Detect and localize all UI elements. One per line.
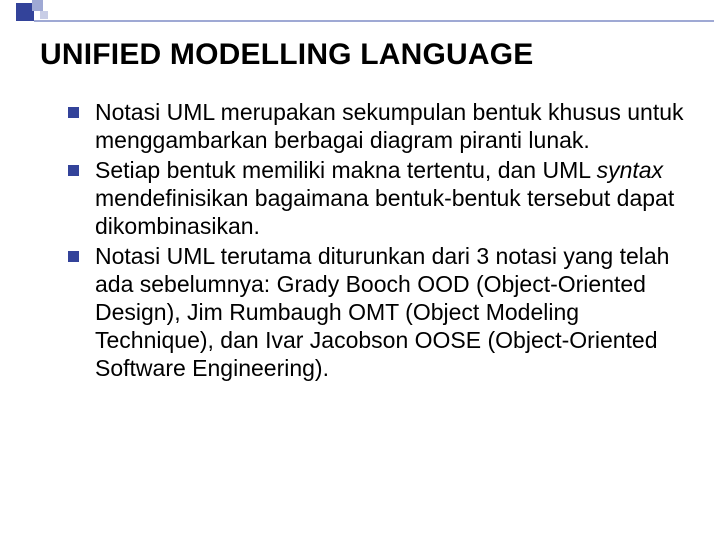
- corner-decoration: [0, 0, 120, 30]
- bullet-text: Notasi UML merupakan sekumpulan bentuk k…: [95, 98, 690, 154]
- bullet-text-pre: Notasi UML merupakan sekumpulan bentuk k…: [95, 99, 684, 153]
- bullet-text-pre: Setiap bentuk memiliki makna tertentu, d…: [95, 157, 597, 183]
- deco-square-medium: [32, 0, 43, 11]
- bullet-text: Setiap bentuk memiliki makna tertentu, d…: [95, 156, 690, 240]
- list-item: Notasi UML merupakan sekumpulan bentuk k…: [68, 98, 690, 154]
- bullet-icon: [68, 165, 79, 176]
- bullet-text-italic: syntax: [597, 157, 663, 183]
- bullet-icon: [68, 107, 79, 118]
- bullet-text-pre: Notasi UML terutama diturunkan dari 3 no…: [95, 243, 669, 381]
- deco-horizontal-line: [34, 20, 714, 22]
- list-item: Setiap bentuk memiliki makna tertentu, d…: [68, 156, 690, 240]
- bullet-text-post: mendefinisikan bagaimana bentuk-bentuk t…: [95, 185, 674, 239]
- bullet-list: Notasi UML merupakan sekumpulan bentuk k…: [40, 98, 690, 382]
- slide-content: UNIFIED MODELLING LANGUAGE Notasi UML me…: [0, 0, 720, 414]
- bullet-icon: [68, 251, 79, 262]
- list-item: Notasi UML terutama diturunkan dari 3 no…: [68, 242, 690, 382]
- bullet-text: Notasi UML terutama diturunkan dari 3 no…: [95, 242, 690, 382]
- deco-square-small: [40, 11, 48, 19]
- slide-title: UNIFIED MODELLING LANGUAGE: [40, 38, 690, 72]
